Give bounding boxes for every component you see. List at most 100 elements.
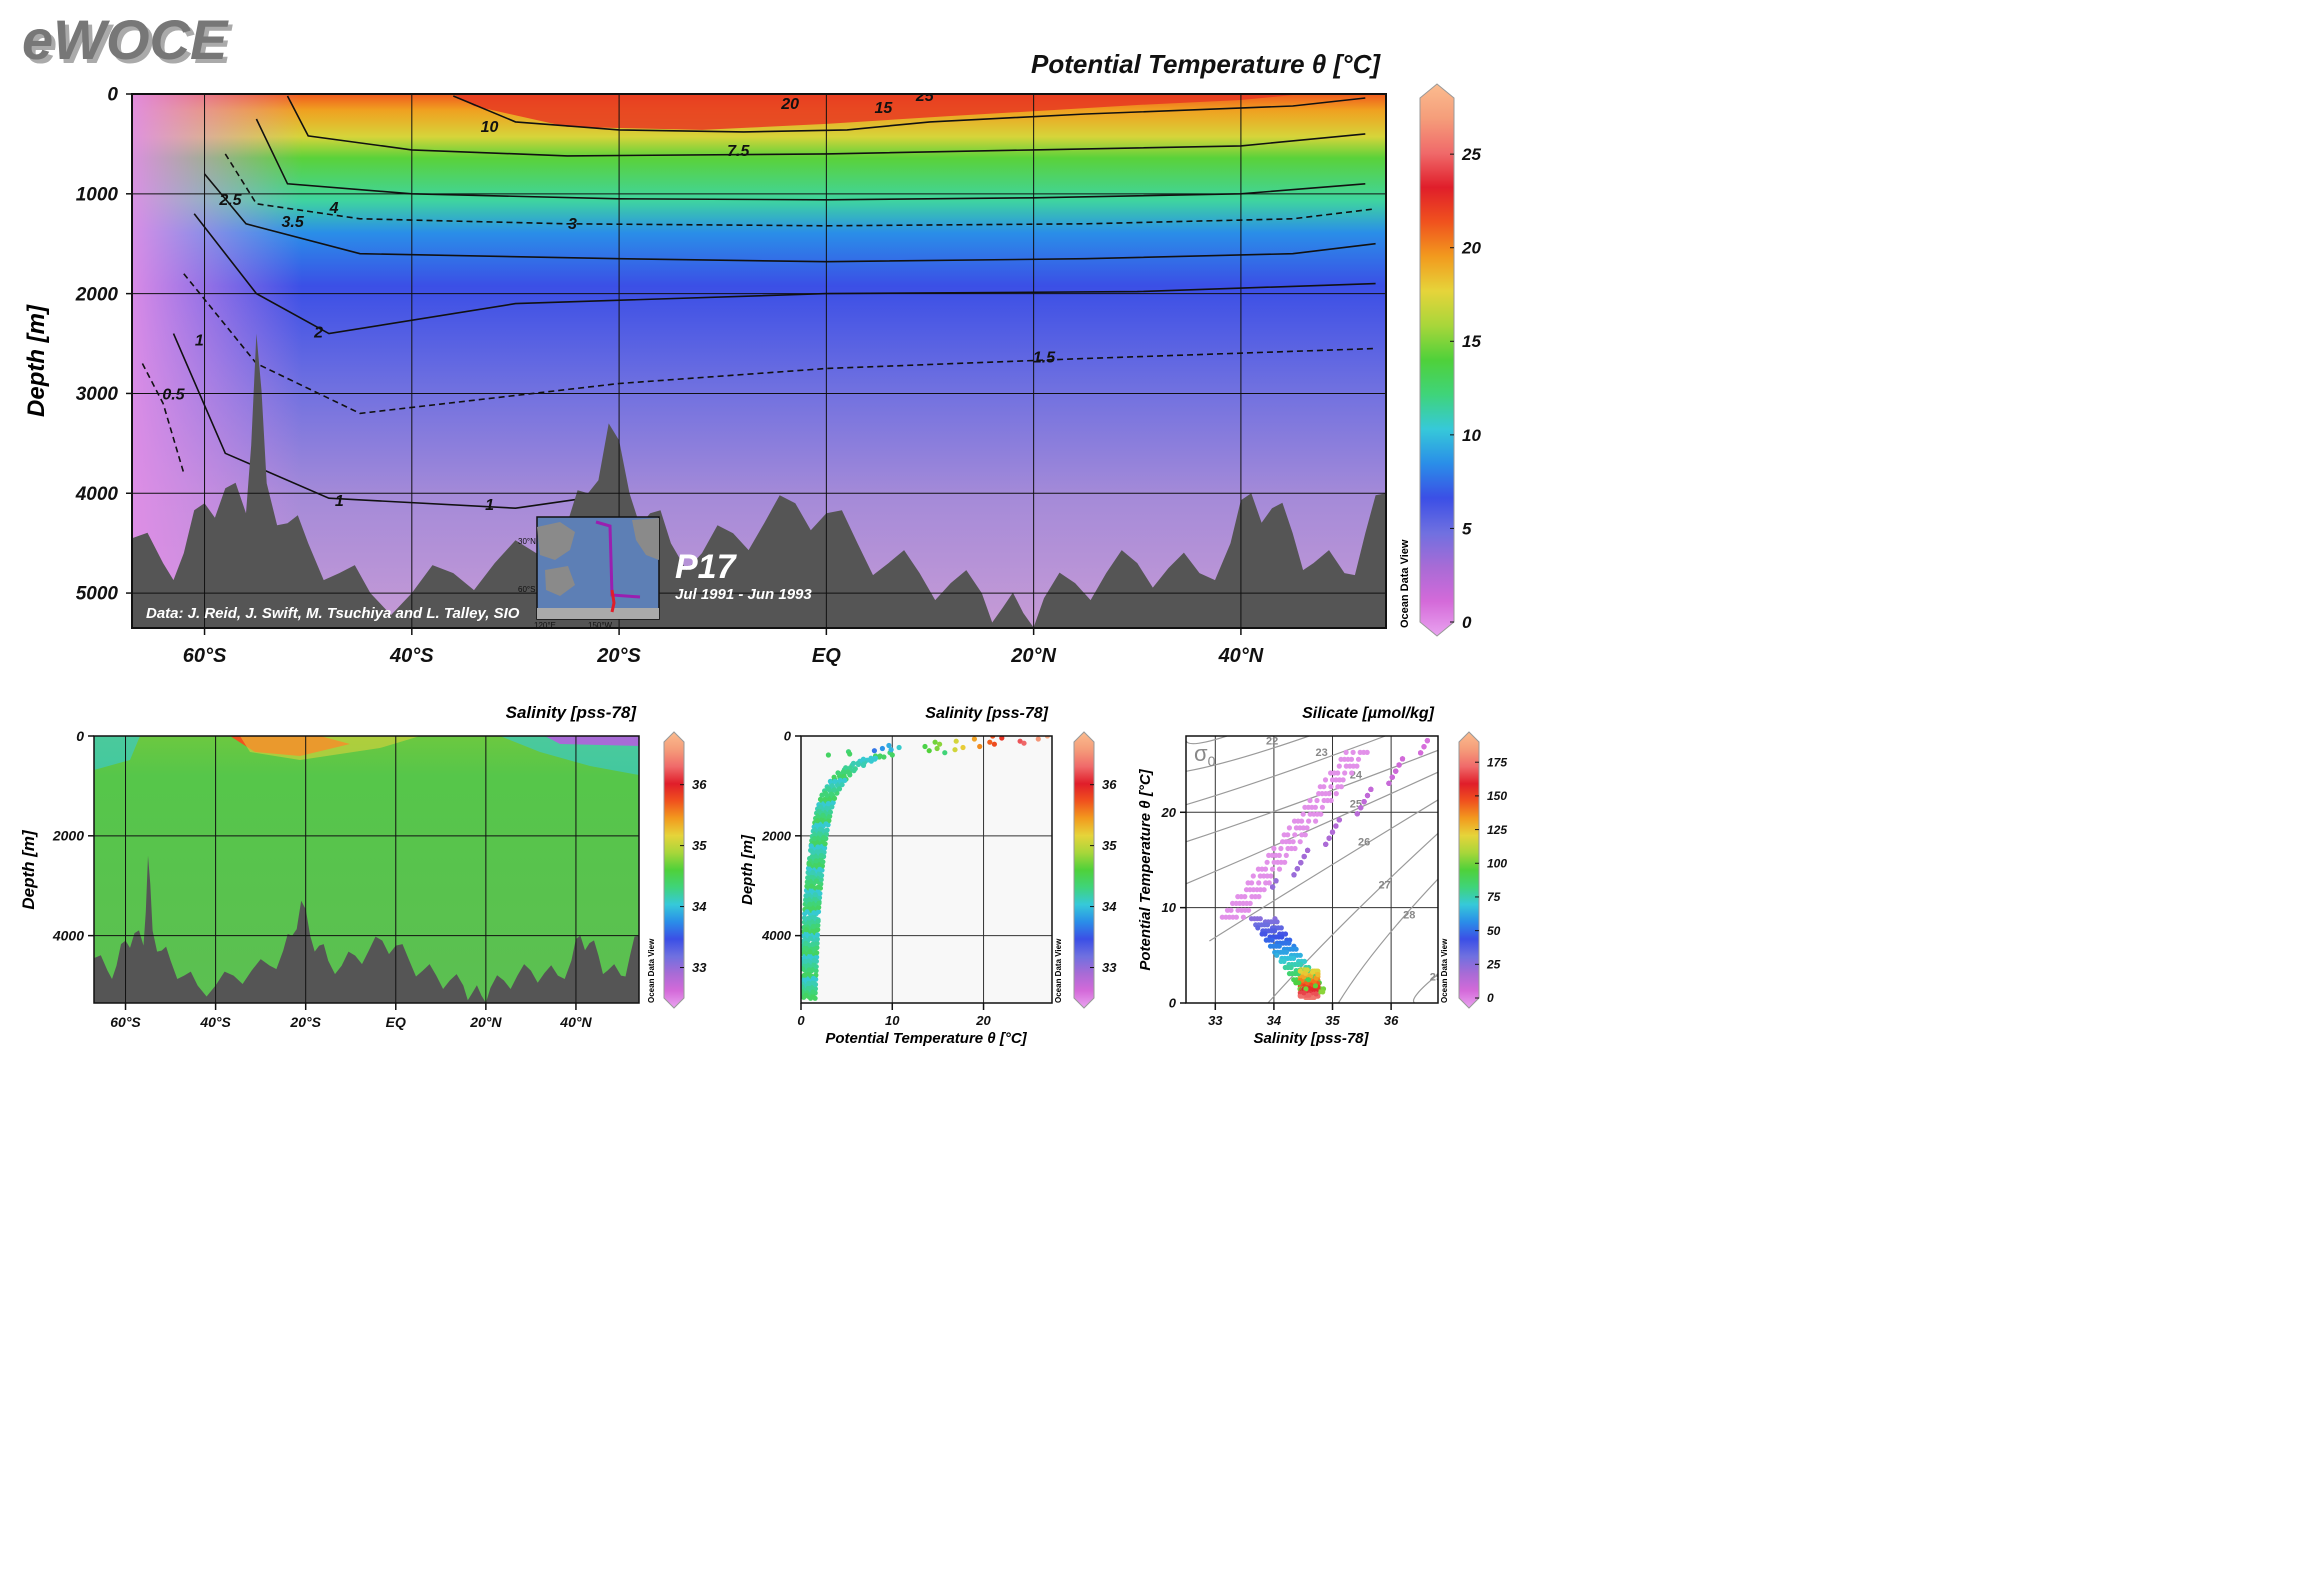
x-tick-label: 40°S xyxy=(389,645,434,667)
data-point xyxy=(811,836,818,842)
data-point xyxy=(1321,797,1327,804)
data-point xyxy=(814,940,820,947)
inset-lat-60s: 60°S xyxy=(518,585,535,594)
data-point xyxy=(803,992,809,998)
data-point xyxy=(825,786,831,792)
data-point xyxy=(1257,916,1263,922)
colorbar-tick-label: 50 xyxy=(1487,924,1501,938)
data-point xyxy=(1298,961,1304,968)
data-point xyxy=(810,849,816,855)
data-point xyxy=(1358,805,1364,811)
data-point xyxy=(1280,839,1286,845)
main-title: Potential Temperature θ [°C] xyxy=(1031,49,1381,79)
y-tick-label: 20 xyxy=(1161,805,1177,820)
data-point xyxy=(817,890,823,897)
colorbar-tick-label: 34 xyxy=(1102,899,1117,914)
data-point xyxy=(835,770,841,776)
contour-label: 7.5 xyxy=(727,143,750,160)
colorbar-silicate xyxy=(1458,731,1480,1009)
data-point xyxy=(803,893,809,899)
salinity-seafloor xyxy=(94,855,639,1003)
salinity-ylabel: Depth [m] xyxy=(19,829,38,910)
isopycnal-label: 27 xyxy=(1379,880,1391,892)
data-point xyxy=(813,964,819,970)
colorbar-silicate-ticks: 0 25 50 75 100 125 150 175 xyxy=(1475,755,1507,1005)
depth-temp-plot: 0 10 20 0 2000 4000 Potential Temperature θ … xyxy=(739,729,1063,1047)
x-tick-label: 20°N xyxy=(1010,645,1056,667)
data-point xyxy=(1340,777,1346,783)
data-point xyxy=(818,877,824,883)
data-point xyxy=(1361,799,1367,805)
data-point xyxy=(807,949,813,955)
colorbar-tick-label: 10 xyxy=(1462,426,1481,445)
data-credit: Data: J. Reid, J. Swift, M. Tsuchiya and… xyxy=(146,605,520,622)
data-point xyxy=(801,966,805,972)
data-point xyxy=(1306,992,1312,998)
data-point xyxy=(1310,969,1316,975)
data-point xyxy=(1243,887,1250,893)
main-frame xyxy=(131,93,1387,629)
data-point xyxy=(1364,792,1371,799)
data-point xyxy=(855,760,861,767)
data-point xyxy=(1288,964,1294,971)
inset-land-australia xyxy=(545,566,575,596)
data-point xyxy=(1396,762,1402,768)
data-point xyxy=(1223,914,1229,920)
data-point xyxy=(1304,825,1310,831)
data-point xyxy=(1329,829,1336,835)
data-point xyxy=(1306,818,1312,824)
data-point xyxy=(1249,894,1255,900)
data-point xyxy=(1292,845,1298,852)
data-point xyxy=(836,786,843,792)
data-point xyxy=(1309,804,1315,810)
data-point xyxy=(839,782,845,788)
data-point xyxy=(1386,780,1392,786)
inset-lat-30n: 30°N xyxy=(518,537,536,546)
y-tick-label: 0 xyxy=(784,729,792,744)
data-point xyxy=(809,941,816,948)
data-point xyxy=(1274,952,1280,958)
cruise-name: P17 xyxy=(675,548,738,586)
data-point xyxy=(1269,866,1276,872)
salinity-x-ticks: 60°S 40°S 20°S EQ 20°N 40°N xyxy=(110,1003,592,1030)
cruise-dates: Jul 1991 - Jun 1993 xyxy=(675,586,812,603)
data-point xyxy=(851,768,857,774)
data-point xyxy=(1237,900,1243,907)
data-point xyxy=(1283,852,1289,859)
x-tick-label: 34 xyxy=(1267,1013,1282,1028)
data-point xyxy=(1322,777,1329,783)
x-tick-label: 20°S xyxy=(289,1014,321,1030)
isopycnal-line xyxy=(1186,736,1310,772)
contour-label: 4 xyxy=(329,200,339,217)
salinity-grid xyxy=(94,736,639,1003)
data-point xyxy=(802,958,808,964)
data-point xyxy=(879,745,886,752)
main-y-ticks: 0 1000 2000 3000 4000 5000 xyxy=(75,85,132,605)
salinity-frame xyxy=(93,735,640,1004)
data-point xyxy=(1314,811,1320,817)
isopycnal-label: 26 xyxy=(1358,836,1370,848)
data-point xyxy=(815,844,821,850)
data-point xyxy=(1230,900,1236,907)
data-point xyxy=(1349,770,1355,776)
data-point xyxy=(886,742,892,749)
data-point xyxy=(1421,744,1427,750)
ts-x-ticks: 33 34 35 36 xyxy=(1208,1003,1399,1028)
data-point xyxy=(1328,797,1334,804)
data-point xyxy=(1300,825,1306,831)
data-point xyxy=(1295,818,1301,824)
depth-temp-y-ticks: 0 2000 4000 xyxy=(761,729,801,943)
y-tick-label: 0 xyxy=(107,85,118,106)
data-point xyxy=(814,936,820,942)
y-tick-label: 2000 xyxy=(52,828,84,844)
data-point xyxy=(807,901,813,907)
y-tick-label: 0 xyxy=(1169,996,1177,1011)
isopycnal-line xyxy=(1337,878,1438,1003)
data-point xyxy=(1287,839,1293,845)
data-point xyxy=(1328,770,1334,776)
data-point xyxy=(814,818,821,824)
data-point xyxy=(1286,940,1292,946)
data-point xyxy=(817,866,823,872)
colorbar-tick-label: 20 xyxy=(1461,239,1481,258)
data-point xyxy=(1021,740,1027,746)
